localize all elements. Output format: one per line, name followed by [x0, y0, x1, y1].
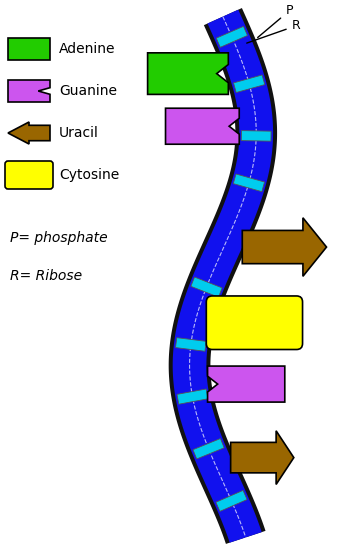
Text: Guanine: Guanine	[59, 84, 117, 98]
FancyBboxPatch shape	[5, 161, 53, 189]
Polygon shape	[242, 218, 326, 276]
Polygon shape	[241, 131, 271, 141]
Text: Adenine: Adenine	[59, 42, 115, 56]
Bar	[8, 38, 50, 60]
Text: P= phosphate: P= phosphate	[10, 231, 108, 245]
Polygon shape	[177, 389, 208, 404]
Text: P: P	[258, 4, 293, 38]
Polygon shape	[173, 10, 273, 543]
Polygon shape	[8, 122, 50, 144]
Text: Uracil: Uracil	[59, 126, 99, 140]
Polygon shape	[216, 490, 247, 511]
Polygon shape	[233, 75, 265, 93]
Polygon shape	[233, 174, 265, 192]
Polygon shape	[176, 337, 206, 351]
Text: Cytosine: Cytosine	[59, 168, 119, 182]
Polygon shape	[8, 80, 50, 102]
Polygon shape	[207, 366, 285, 402]
Text: R= Ribose: R= Ribose	[10, 269, 82, 283]
Text: R: R	[247, 19, 300, 43]
Polygon shape	[231, 431, 294, 484]
Polygon shape	[166, 108, 239, 144]
Polygon shape	[193, 439, 224, 459]
Polygon shape	[216, 27, 247, 47]
Polygon shape	[169, 8, 277, 544]
Polygon shape	[148, 53, 229, 94]
FancyBboxPatch shape	[206, 296, 303, 350]
Polygon shape	[191, 277, 222, 297]
